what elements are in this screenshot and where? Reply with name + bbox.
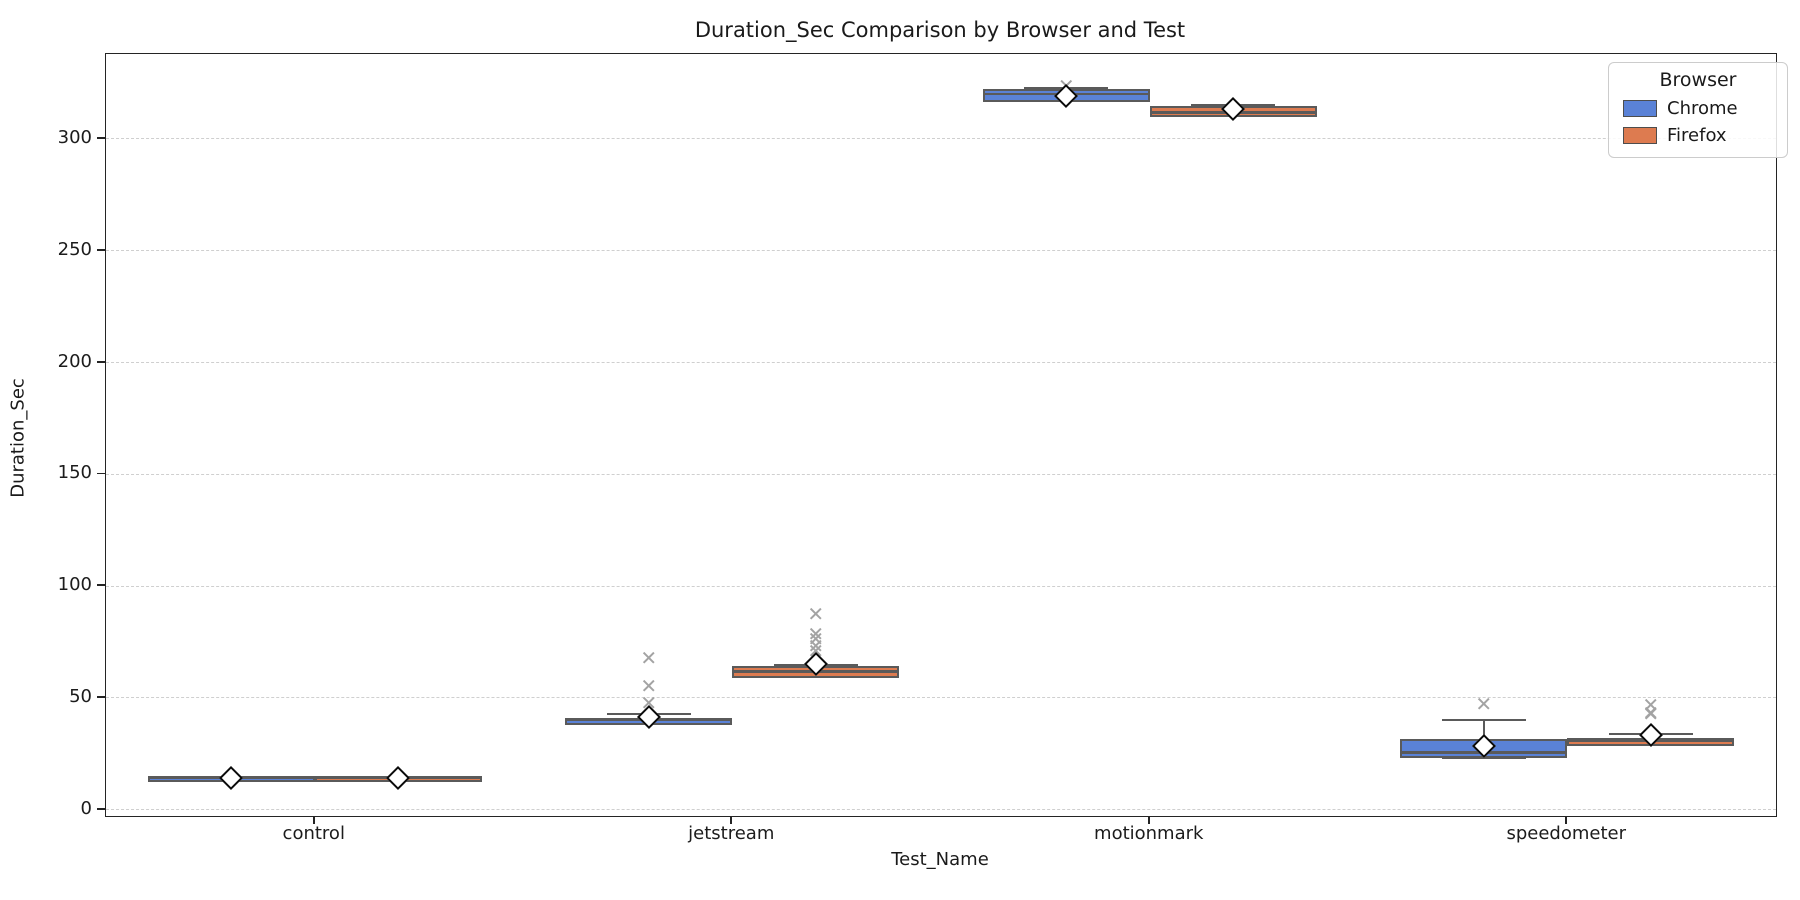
outlier-marker-firefox-speedometer-2: ✕ [1642,692,1660,717]
outlier-marker-chrome-speedometer-0: ✕ [1475,691,1493,716]
outlier-marker-firefox-speedometer-0: ✕ [1642,702,1660,727]
gridline-250 [106,250,1776,252]
xtick-mark-motionmark [1147,816,1150,824]
mean-marker-chrome-control [219,765,244,790]
mean-marker-firefox-motionmark [1221,97,1246,122]
gridline-200 [106,361,1776,363]
ytick-mark-250 [97,248,105,251]
gridline-300 [106,138,1776,140]
xtick-label-control: control [282,823,345,844]
chrome-color-swatch [1623,100,1657,117]
ytick-mark-100 [97,584,105,587]
gridline-100 [106,585,1776,587]
xtick-mark-jetstream [730,816,733,824]
gridline-50 [106,697,1776,699]
chart-title: Duration_Sec Comparison by Browser and T… [694,18,1186,42]
ytick-mark-50 [97,696,105,699]
ytick-label-0: 0 [80,798,92,819]
xtick-mark-control [312,816,315,824]
ytick-mark-200 [97,360,105,363]
legend-label-chrome: Chrome [1667,98,1738,119]
xtick-label-motionmark: motionmark [1094,823,1204,844]
ytick-label-150: 150 [57,462,92,484]
xtick-label-jetstream: jetstream [688,823,775,844]
xtick-mark-speedometer [1565,816,1568,824]
legend-item-firefox: Firefox [1619,122,1777,149]
outlier-marker-chrome-jetstream-2: ✕ [640,645,658,670]
gridline-0 [106,809,1776,811]
outlier-marker-firefox-speedometer-1: ✕ [1642,700,1660,725]
outlier-marker-firefox-jetstream-4: ✕ [807,602,825,627]
ytick-label-300: 300 [57,126,92,148]
gridline-150 [106,473,1776,475]
legend-item-chrome: Chrome [1619,95,1777,122]
ytick-label-100: 100 [57,574,92,596]
ytick-label-200: 200 [57,350,92,372]
legend: Browser Chrome Firefox [1608,62,1788,158]
firefox-color-swatch [1623,127,1657,144]
outlier-marker-firefox-jetstream-1: ✕ [807,634,825,659]
whisker-cap-high-chrome-speedometer [1441,718,1526,722]
ytick-mark-300 [97,137,105,139]
outlier-marker-firefox-jetstream-2: ✕ [807,627,825,652]
ytick-mark-0 [97,808,105,810]
outlier-marker-chrome-jetstream-1: ✕ [640,673,658,698]
legend-title: Browser [1659,69,1737,91]
x-axis-label: Test_Name [891,849,989,870]
xtick-label-speedometer: speedometer [1506,823,1627,844]
ytick-label-50: 50 [69,686,92,708]
legend-label-firefox: Firefox [1667,125,1727,146]
mean-marker-firefox-control [386,765,411,790]
plot-area: ✕✕✕✕✕✕✕✕✕✕✕✕✕ [105,53,1777,817]
ytick-label-250: 250 [57,238,92,260]
whisker-high-chrome-speedometer [1482,720,1485,739]
ytick-mark-150 [97,472,105,475]
outlier-marker-firefox-jetstream-3: ✕ [807,621,825,646]
